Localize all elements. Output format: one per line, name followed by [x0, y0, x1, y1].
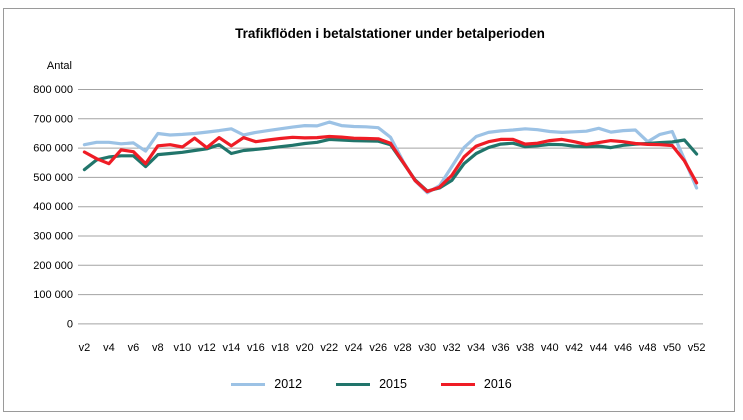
x-tick-label: v32: [443, 342, 461, 354]
series-line-2012: [82, 120, 699, 195]
x-tick-label: v10: [173, 342, 191, 354]
x-tick-label: v42: [565, 342, 583, 354]
x-tick-label: v40: [541, 342, 559, 354]
y-tick-label: 200 000: [33, 260, 73, 272]
y-tick-label: 400 000: [33, 201, 73, 213]
y-tick-label: 500 000: [33, 172, 73, 184]
legend-label-2016: 2016: [483, 377, 512, 391]
legend-label-2012: 2012: [274, 377, 303, 391]
x-tick-label: v38: [516, 342, 534, 354]
y-tick-label: 0: [67, 318, 73, 330]
y-tick-label: 600 000: [33, 143, 73, 155]
x-tick-label: v2: [79, 342, 91, 354]
x-axis-tick-labels: v2 v4 v6 v8 v10 v12 v14 v16 v18 v20 v22 v24 v26 v28 v3…: [79, 342, 706, 354]
chart-frame: [3, 8, 735, 412]
legend-swatch-2016: [440, 382, 475, 386]
x-tick-label: v36: [492, 342, 510, 354]
x-tick-label: v46: [614, 342, 632, 354]
x-tick-label: v18: [271, 342, 289, 354]
x-tick-label: v28: [394, 342, 412, 354]
x-tick-label: v48: [639, 342, 657, 354]
legend-swatch-2012: [231, 382, 266, 386]
x-tick-label: v26: [369, 342, 387, 354]
x-tick-label: v24: [345, 342, 363, 354]
x-tick-label: v50: [663, 342, 681, 354]
legend: 2012 2015 2016: [0, 375, 743, 393]
y-tick-label: 100 000: [33, 289, 73, 301]
gridlines: [78, 89, 703, 325]
legend-label-2015: 2015: [379, 377, 407, 391]
y-tick-label: 800 000: [33, 84, 73, 96]
y-tick-label: 300 000: [33, 231, 73, 243]
x-tick-label: v44: [590, 342, 608, 354]
legend-item-2012: 2012: [231, 377, 302, 391]
legend-item-2016: 2016: [440, 377, 512, 391]
x-tick-label: v8: [152, 342, 164, 354]
x-tick-label: v22: [320, 342, 338, 354]
y-axis-tick-labels: 0 100 000 200 000 300 000 400 000 500 000 600 …: [33, 84, 73, 330]
x-tick-label: v20: [296, 342, 314, 354]
y-axis-unit-label: Antal: [47, 60, 72, 72]
chart-title: Trafikflöden i betalstationer under beta…: [235, 26, 545, 41]
x-tick-label: v34: [467, 342, 485, 354]
series-line-2016: [82, 134, 699, 194]
x-tick-label: v16: [247, 342, 265, 354]
legend-swatch-2015: [336, 382, 371, 386]
x-tick-label: v12: [198, 342, 216, 354]
legend-item-2015: 2015: [336, 377, 407, 391]
y-tick-label: 700 000: [33, 113, 73, 125]
x-tick-label: v6: [128, 342, 140, 354]
x-tick-label: v4: [103, 342, 115, 354]
x-tick-label: v14: [222, 342, 240, 354]
x-tick-label: v52: [688, 342, 706, 354]
x-tick-label: v30: [418, 342, 436, 354]
